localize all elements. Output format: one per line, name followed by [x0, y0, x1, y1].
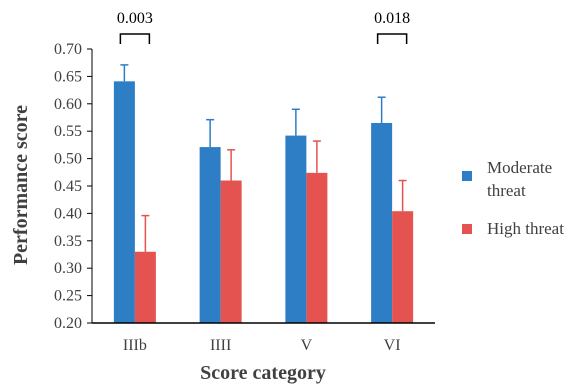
significance-bracket [376, 33, 408, 44]
y-tick-label: 0.60 [54, 96, 82, 113]
legend: Moderate threat High threat [462, 158, 564, 238]
x-axis-title: Score category [200, 362, 326, 384]
y-tick-label: 0.50 [54, 151, 82, 168]
bar [306, 172, 328, 323]
y-tick-label: 0.30 [54, 260, 82, 277]
y-tick-label: 0.35 [54, 233, 82, 250]
y-tick-label: 0.55 [54, 123, 82, 140]
y-tick-label: 0.45 [54, 178, 82, 195]
y-tick-label: 0.25 [54, 288, 82, 305]
x-tick-label: IIII [210, 337, 231, 354]
legend-swatch [462, 171, 472, 181]
y-tick-label: 0.20 [54, 315, 82, 332]
y-tick-label: 0.40 [54, 205, 82, 222]
y-axis-title: Performance score [10, 105, 32, 265]
bar [134, 251, 156, 323]
bar [199, 147, 221, 323]
legend-swatch [462, 224, 472, 234]
x-tick-label: VI [384, 337, 401, 354]
y-axis: 0.20 0.25 0.30 0.35 0.40 0.45 0.50 0.55 0.60 0.65… [54, 41, 93, 332]
significance-label: 0.003 [117, 10, 153, 27]
bar [392, 211, 414, 323]
x-tick-label: V [301, 337, 313, 354]
significance-label: 0.018 [374, 10, 410, 27]
x-tick-label: IIIb [123, 337, 147, 354]
y-tick-label: 0.65 [54, 68, 82, 85]
bar [371, 122, 393, 323]
bar [220, 180, 242, 323]
significance-bracket [119, 33, 151, 44]
y-tick-label: 0.70 [54, 41, 82, 58]
x-axis: IIIb IIII V VI [92, 322, 435, 354]
legend-label: Moderate [487, 158, 552, 177]
significance-annotations: 0.003 0.018 [117, 10, 410, 44]
bar [285, 135, 307, 323]
legend-label: threat [487, 181, 526, 200]
bars [113, 64, 414, 323]
bar [113, 81, 135, 323]
legend-label: High threat [487, 219, 564, 238]
